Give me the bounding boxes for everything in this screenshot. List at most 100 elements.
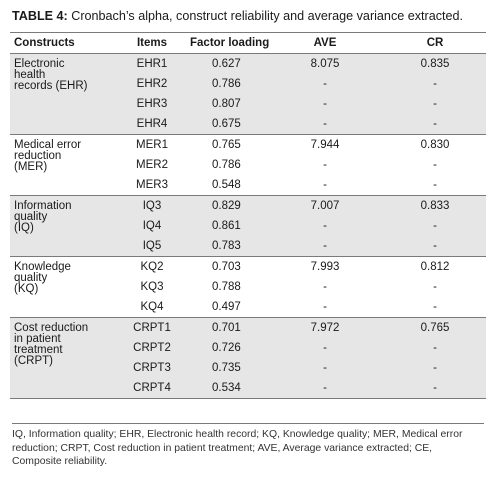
cr-cell: - xyxy=(433,362,437,374)
table-row: MER2 0.786 - - xyxy=(120,155,486,175)
table-row: IQ3 0.829 7.007 0.833 xyxy=(120,196,486,216)
cr-cell: - xyxy=(433,220,437,232)
ave-cell: - xyxy=(323,362,327,374)
item-cell: KQ3 xyxy=(140,281,164,293)
cr-cell: - xyxy=(433,240,437,252)
ave-cell: 7.007 xyxy=(310,200,340,212)
construct-group: Information quality (IQ) IQ3 0.829 7.007 0.833… xyxy=(10,196,486,257)
ave-cell: - xyxy=(323,159,327,171)
cr-cell: 0.830 xyxy=(420,139,450,151)
construct-name-line: reduction xyxy=(14,150,62,162)
construct-name-line: (IQ) xyxy=(14,222,34,234)
ave-cell: - xyxy=(323,301,327,313)
table-row: EHR3 0.807 - - xyxy=(120,94,486,114)
construct-name: Medical error reduction (MER) xyxy=(10,135,120,195)
factor-loading-cell: 0.548 xyxy=(212,179,241,191)
factor-loading-cell: 0.829 xyxy=(212,200,241,212)
table-row: CRPT4 0.534 - - xyxy=(120,378,486,398)
factor-loading-cell: 0.497 xyxy=(212,301,241,313)
construct-name-line: (MER) xyxy=(14,161,48,173)
item-cell: EHR1 xyxy=(136,58,168,70)
item-cell: CRPT1 xyxy=(133,322,171,334)
cr-cell: 0.765 xyxy=(420,322,450,334)
item-cell: KQ4 xyxy=(140,301,164,313)
construct-name-line: quality xyxy=(14,211,48,223)
ave-cell: - xyxy=(323,240,327,252)
construct-group: Electronic health records (EHR) EHR1 0.627 8.… xyxy=(10,54,486,135)
header-ave: AVE xyxy=(313,37,337,49)
item-cell: EHR4 xyxy=(136,118,168,130)
factor-loading-cell: 0.701 xyxy=(212,322,241,334)
table-row: MER1 0.765 7.944 0.830 xyxy=(120,135,486,155)
factor-loading-cell: 0.783 xyxy=(212,240,241,252)
construct-group: Knowledge quality (KQ) KQ2 0.703 7.993 0.812 KQ… xyxy=(10,257,486,318)
factor-loading-cell: 0.726 xyxy=(212,342,241,354)
factor-loading-cell: 0.807 xyxy=(212,98,241,110)
construct-name-line: (CRPT) xyxy=(14,355,53,367)
item-cell: EHR2 xyxy=(136,78,168,90)
construct-name: Knowledge quality (KQ) xyxy=(10,257,120,317)
reliability-table: Constructs Items Factor loading AVE CR E… xyxy=(10,32,486,399)
factor-loading-cell: 0.786 xyxy=(212,78,241,90)
table-row: KQ2 0.703 7.993 0.812 xyxy=(120,257,486,277)
table-row: CRPT1 0.701 7.972 0.765 xyxy=(120,318,486,338)
table-body: Electronic health records (EHR) EHR1 0.627 8.… xyxy=(10,54,486,399)
item-cell: IQ4 xyxy=(142,220,162,232)
construct-name-line: Electronic xyxy=(14,58,65,70)
table-header-row: Constructs Items Factor loading AVE CR xyxy=(10,33,486,54)
item-cell: MER3 xyxy=(136,179,168,191)
cr-cell: - xyxy=(433,342,437,354)
header-constructs: Constructs xyxy=(14,37,75,49)
cr-cell: - xyxy=(433,301,437,313)
table-row: KQ4 0.497 - - xyxy=(120,297,486,317)
ave-cell: - xyxy=(323,281,327,293)
construct-name-line: in patient xyxy=(14,333,61,345)
cr-cell: - xyxy=(433,382,437,394)
factor-loading-cell: 0.627 xyxy=(212,58,241,70)
table-row: MER3 0.548 - - xyxy=(120,175,486,195)
cr-cell: - xyxy=(433,98,437,110)
header-items: Items xyxy=(136,37,168,49)
cr-cell: - xyxy=(433,78,437,90)
ave-cell: 8.075 xyxy=(310,58,340,70)
table-row: EHR4 0.675 - - xyxy=(120,114,486,134)
item-cell: CRPT4 xyxy=(133,382,171,394)
factor-loading-cell: 0.703 xyxy=(212,261,241,273)
table-row: EHR2 0.786 - - xyxy=(120,74,486,94)
cr-cell: 0.812 xyxy=(420,261,450,273)
cr-cell: 0.833 xyxy=(420,200,450,212)
item-cell: KQ2 xyxy=(140,261,164,273)
ave-cell: - xyxy=(323,220,327,232)
ave-cell: - xyxy=(323,78,327,90)
table-row: EHR1 0.627 8.075 0.835 xyxy=(120,54,486,74)
ave-cell: - xyxy=(323,342,327,354)
construct-name: Electronic health records (EHR) xyxy=(10,54,120,134)
ave-cell: - xyxy=(323,118,327,130)
item-cell: MER2 xyxy=(136,159,168,171)
construct-name-line: Information xyxy=(14,200,72,212)
factor-loading-cell: 0.765 xyxy=(212,139,241,151)
table-caption: TABLE 4: Cronbach’s alpha, construct rel… xyxy=(12,8,463,24)
item-cell: IQ5 xyxy=(142,240,162,252)
table-caption-label: TABLE 4: xyxy=(12,9,68,23)
construct-name-line: Cost reduction xyxy=(14,322,89,334)
construct-name-line: Knowledge xyxy=(14,261,71,273)
cr-cell: - xyxy=(433,179,437,191)
cr-cell: 0.835 xyxy=(420,58,450,70)
construct-name-line: treatment xyxy=(14,344,63,356)
cr-cell: - xyxy=(433,159,437,171)
table-row: IQ4 0.861 - - xyxy=(120,216,486,236)
factor-loading-cell: 0.788 xyxy=(212,281,241,293)
cr-cell: - xyxy=(433,281,437,293)
construct-name-line: health xyxy=(14,69,46,81)
factor-loading-cell: 0.675 xyxy=(212,118,241,130)
item-cell: EHR3 xyxy=(136,98,168,110)
item-cell: IQ3 xyxy=(142,200,162,212)
ave-cell: - xyxy=(323,179,327,191)
construct-group: Medical error reduction (MER) MER1 0.765 7.94… xyxy=(10,135,486,196)
ave-cell: 7.944 xyxy=(310,139,340,151)
construct-name: Information quality (IQ) xyxy=(10,196,120,256)
factor-loading-cell: 0.861 xyxy=(212,220,241,232)
item-cell: CRPT2 xyxy=(133,342,171,354)
